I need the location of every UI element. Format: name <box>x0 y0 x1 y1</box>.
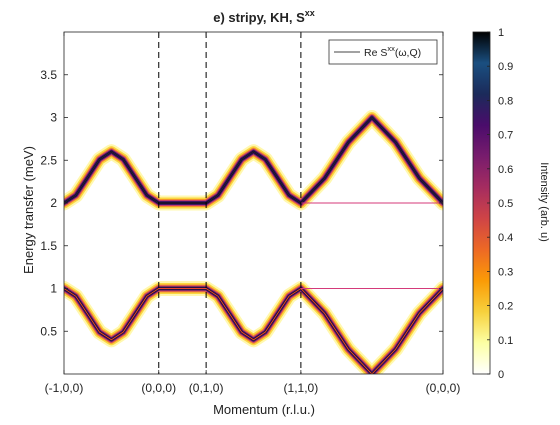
colorbar-tick-label: 0.3 <box>498 266 513 278</box>
y-tick-label: 2 <box>50 196 57 210</box>
colorbar: 0 0.1 0.2 0.3 0.4 0.5 0.6 0.7 0.8 0.9 1 <box>472 27 513 381</box>
y-tick-label: 2.5 <box>40 153 57 167</box>
colorbar-tick-label: 0.1 <box>498 335 513 347</box>
y-tick-label: 1 <box>50 282 57 296</box>
colorbar-tick-label: 0.5 <box>498 198 513 210</box>
x-tick-label: (0,1,0) <box>189 381 224 395</box>
colorbar-label: Intensity (arb. u) <box>538 162 550 241</box>
y-tick-label: 0.5 <box>40 324 57 338</box>
x-tick-label: (-1,0,0) <box>45 381 84 395</box>
colorbar-tick-label: 0.7 <box>498 130 513 142</box>
y-tick-label: 3 <box>50 111 57 125</box>
y-tick-label: 1.5 <box>40 239 57 253</box>
legend: Re Sxx(ω,Q) <box>328 39 438 65</box>
chart-title: e) stripy, KH, Sxx <box>213 8 315 25</box>
x-tick-label: (0,0,0) <box>141 381 176 395</box>
series-line <box>64 287 443 374</box>
colorbar-tick-label: 0.4 <box>498 232 513 244</box>
colorbar-tick-label: 0.2 <box>498 301 513 313</box>
colorbar-tick-label: 0.6 <box>498 164 513 176</box>
y-axis-label: Energy transfer (meV) <box>21 146 36 274</box>
series-line <box>64 116 443 204</box>
colorbar-tick-label: 0.8 <box>498 95 513 107</box>
dashed-vlines <box>158 32 302 374</box>
y-tick-label: 3.5 <box>40 68 57 82</box>
tick-labels: (-1,0,0) (0,0,0) (0,1,0) (1,1,0) (0,0,0) 0.5 1… <box>40 32 460 395</box>
legend-entry: Re Sxx(ω,Q) <box>364 44 421 59</box>
colorbar-tick-label: 0.9 <box>498 61 513 73</box>
x-tick-label: (0,0,0) <box>426 381 461 395</box>
series-lines <box>64 116 443 374</box>
colorbar-tick-label: 1 <box>498 27 504 39</box>
x-tick-label: (1,1,0) <box>284 381 319 395</box>
colorbar-tick-label: 0 <box>498 369 504 381</box>
x-axis-label: Momentum (r.l.u.) <box>213 402 315 417</box>
